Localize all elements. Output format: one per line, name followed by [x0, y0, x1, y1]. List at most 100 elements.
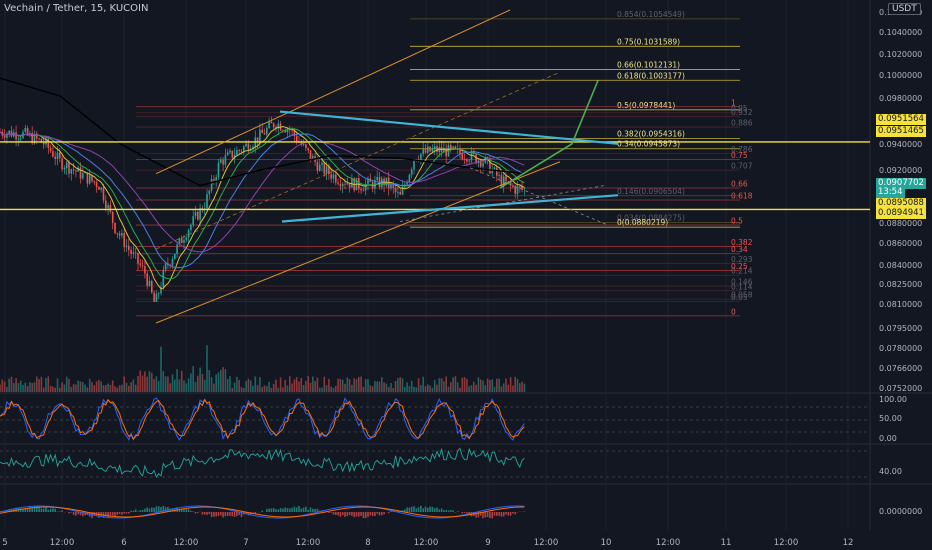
candle-body: [422, 148, 424, 154]
candle-body: [325, 166, 328, 174]
volume-bar: [447, 386, 450, 392]
candle-body: [47, 139, 50, 148]
fib-label-yellow: 0.034(0.0884275): [617, 213, 685, 222]
macd-histogram: [431, 506, 434, 512]
candle-body: [160, 287, 162, 294]
volume-bar: [15, 378, 17, 392]
volume-bar: [401, 378, 404, 392]
macd-histogram: [190, 510, 192, 512]
macd-histogram: [249, 512, 252, 516]
volume-bar: [0, 384, 1, 392]
macd-histogram: [328, 512, 330, 513]
candle-body: [259, 129, 261, 143]
macd-histogram: [59, 511, 61, 512]
volume-bar: [318, 387, 321, 392]
macd-histogram: [141, 510, 144, 512]
volume-bar: [157, 381, 160, 392]
volume-bar: [268, 381, 270, 392]
volume-bar: [486, 378, 489, 392]
candle-body: [155, 294, 158, 302]
candle-body: [337, 182, 339, 184]
macd-histogram: [406, 507, 408, 512]
volume-bar: [475, 384, 477, 392]
fib-label-yellow: 0.5(0.0978441): [617, 101, 675, 110]
candle-body: [123, 233, 125, 248]
candle-body: [134, 252, 137, 254]
price-tick-label: 0.0825000: [879, 280, 922, 289]
volume-bar: [305, 380, 307, 392]
volume-bar: [415, 387, 418, 392]
volume-bar: [378, 381, 381, 392]
dashed-guide: [469, 167, 609, 226]
candle-body: [424, 148, 427, 153]
candle-body: [291, 129, 293, 131]
time-tick-label: 12:00: [174, 538, 199, 548]
volume-bar: [45, 378, 47, 392]
volume-bar: [351, 384, 353, 392]
volume-bar: [362, 386, 365, 392]
volume-bar: [291, 383, 293, 392]
macd-histogram: [346, 512, 349, 517]
macd-histogram: [132, 510, 135, 512]
macd-histogram: [222, 512, 224, 518]
macd-histogram: [268, 508, 270, 512]
time-tick-label: 7: [243, 538, 248, 548]
currency-selector[interactable]: USDT: [888, 3, 921, 15]
candle-body: [36, 133, 38, 139]
candle-body: [498, 175, 500, 176]
macd-histogram: [247, 512, 250, 516]
macd-histogram: [279, 508, 282, 512]
volume-bar: [245, 381, 247, 392]
candle-body: [332, 174, 335, 179]
volume-bar: [8, 378, 10, 392]
candle-body: [408, 174, 411, 183]
trend-drawings: [0, 9, 870, 324]
macd-histogram: [26, 508, 29, 512]
fib-label-red: 0.66: [731, 180, 748, 189]
macd-histogram: [371, 512, 374, 517]
macd-histogram: [413, 506, 415, 512]
volume-bar: [118, 385, 121, 392]
macd-histogram: [82, 512, 84, 517]
time-tick-label: 12:00: [50, 538, 75, 548]
macd-histogram: [450, 509, 452, 512]
candle-body: [461, 153, 464, 160]
macd-histogram: [148, 508, 151, 512]
macd-histogram: [22, 509, 24, 512]
macd-histogram: [479, 512, 482, 516]
macd-histogram: [19, 508, 22, 512]
macd-histogram: [523, 511, 526, 512]
candle-body: [261, 129, 263, 134]
candle-body: [406, 182, 408, 185]
candle-body: [436, 146, 438, 152]
macd-histogram: [261, 510, 263, 512]
stochastic-panel: [0, 397, 870, 441]
candle-body: [491, 169, 493, 174]
macd-histogram: [238, 512, 240, 515]
candle-body: [328, 166, 330, 175]
macd-histogram: [358, 512, 360, 517]
candle-body: [3, 135, 6, 138]
macd-histogram: [203, 512, 206, 515]
candle-body: [238, 150, 240, 151]
rsi-line: [0, 447, 525, 478]
fib-label-red: 0.932: [731, 108, 753, 117]
volume-bar: [289, 376, 291, 392]
macd-histogram: [415, 508, 418, 512]
volume-bar: [272, 383, 275, 392]
volume-bar: [383, 382, 385, 392]
candle-body: [385, 177, 388, 186]
volume-bar: [266, 386, 268, 392]
volume-bar: [489, 380, 491, 392]
volume-bar: [256, 385, 259, 392]
candle-body: [222, 159, 224, 165]
price-tick-label: 0.0940000: [879, 140, 922, 149]
candle-body: [26, 128, 29, 135]
candle-body: [454, 146, 457, 149]
candle-body: [263, 133, 266, 135]
candle-body: [213, 179, 215, 181]
volume-bar: [466, 378, 468, 392]
volume-bar: [240, 387, 243, 392]
volume-bar: [31, 383, 33, 392]
